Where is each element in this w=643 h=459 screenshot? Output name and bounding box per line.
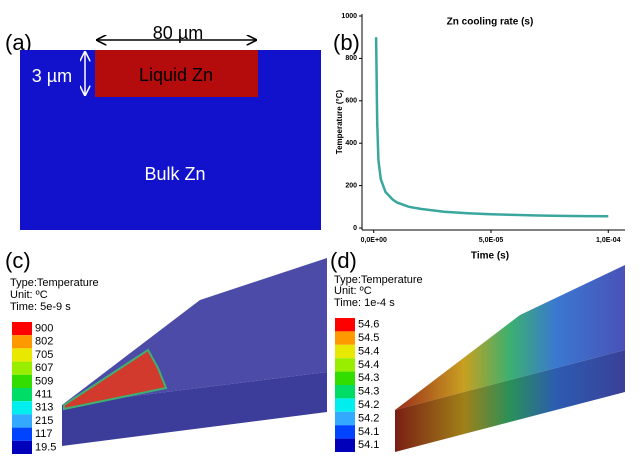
- legend-label: 215: [35, 415, 53, 427]
- legend-swatch: [12, 335, 32, 349]
- legend-unit: Unit: ºC: [10, 289, 48, 301]
- legend-swatch: [335, 411, 355, 426]
- width-label: 80 µm: [153, 23, 203, 43]
- legend-label: 411: [35, 389, 53, 401]
- legend-type: Type:Temperature: [10, 277, 99, 289]
- legend-type: Type:Temperature: [334, 274, 423, 286]
- legend-label: 117: [35, 428, 53, 440]
- line: [374, 37, 609, 218]
- melt-pool: [63, 348, 168, 411]
- legend-swatch: [335, 398, 355, 412]
- y-tick-label: 600: [345, 98, 357, 105]
- legend-label: 705: [35, 349, 53, 361]
- legend-swatch: [335, 318, 355, 332]
- side-face: [62, 372, 327, 446]
- bulk-label: Bulk Zn: [144, 164, 205, 184]
- legend-unit: Unit: ºC: [334, 285, 372, 297]
- chart: (b) Zn cooling rate (s) Time (s) Tempera…: [333, 13, 625, 262]
- legend-swatch: [335, 344, 355, 359]
- panel-label: (b): [333, 30, 360, 55]
- legend-swatch: [335, 371, 355, 385]
- legend-label: 54.4: [358, 345, 379, 357]
- y-axis-label: Temperature (°C): [335, 89, 344, 154]
- x-axis-label: Time (s): [471, 251, 509, 262]
- legend-swatch: [335, 425, 355, 439]
- panel-d: (d) Type:Temperature Unit: ºC Time: 1e-4…: [330, 248, 625, 452]
- liquid-label: Liquid Zn: [139, 65, 213, 85]
- legend-swatch: [12, 414, 32, 428]
- panel-c: (c) Type:Temperature Unit: ºC Time: 5e-9…: [5, 248, 327, 454]
- legend-label: 54.2: [358, 399, 379, 411]
- y-tick-label: 0: [353, 225, 357, 232]
- depth-label: 3 µm: [32, 66, 72, 86]
- legend-label: 54.5: [358, 332, 379, 344]
- x-tick-label: 1,0E-04: [596, 237, 621, 244]
- legend-label: 54.3: [358, 372, 379, 384]
- legend-label: 54.3: [358, 386, 379, 398]
- x-tick-label: 5,0E-05: [479, 237, 504, 244]
- legend-swatch: [12, 322, 32, 336]
- legend-swatch: [12, 374, 32, 388]
- legend-label: 509: [35, 375, 53, 387]
- legend-label: 54.4: [358, 359, 379, 371]
- legend-swatch: [12, 440, 32, 454]
- legend-swatch: [12, 348, 32, 362]
- legend-swatch: [335, 358, 355, 372]
- legend-swatch: [335, 331, 355, 345]
- panel-label: (c): [5, 248, 31, 273]
- side-face: [395, 350, 625, 452]
- legend-swatch: [12, 388, 32, 402]
- legend-swatch: [12, 401, 32, 415]
- legend-label: 802: [35, 336, 53, 348]
- legend-swatch: [12, 427, 32, 441]
- legend-label: 313: [35, 402, 53, 414]
- liquid-zn: [95, 50, 258, 97]
- chart-title: Zn cooling rate (s): [447, 17, 534, 28]
- legend-swatch: [12, 361, 32, 375]
- y-tick-label: 400: [345, 140, 357, 147]
- legend-label: 900: [35, 323, 53, 335]
- legend-label: 54.6: [358, 319, 379, 331]
- y-tick-label: 200: [345, 182, 357, 189]
- panel-label: (d): [330, 248, 357, 273]
- legend-time: Time: 1e-4 s: [334, 297, 395, 309]
- top-face: [395, 265, 625, 410]
- x-tick-label: 0,0E+00: [361, 237, 387, 244]
- y-tick-label: 1000: [341, 13, 357, 20]
- y-tick-label: 800: [345, 55, 357, 62]
- legend-label: 54.1: [358, 439, 379, 451]
- legend-time: Time: 5e-9 s: [10, 301, 71, 313]
- legend-label: 19.5: [35, 441, 56, 453]
- legend-label: 607: [35, 362, 53, 374]
- legend-swatch: [335, 385, 355, 399]
- legend-swatch: [335, 438, 355, 452]
- legend-label: 54.2: [358, 412, 379, 424]
- legend-label: 54.1: [358, 426, 379, 438]
